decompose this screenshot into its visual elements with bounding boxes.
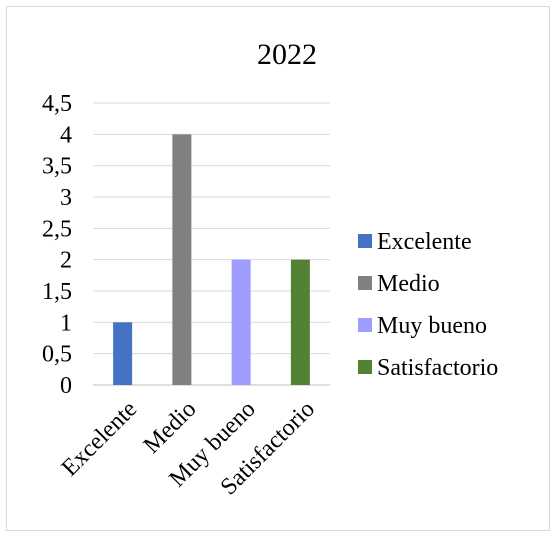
legend-label: Excelente — [377, 229, 472, 255]
y-tick-label: 2 — [60, 248, 72, 274]
y-tick-label: 4,5 — [42, 91, 72, 117]
legend-swatch — [358, 276, 372, 290]
y-tick-label: 1 — [60, 310, 72, 336]
y-tick-label: 2,5 — [42, 216, 72, 242]
y-tick-label: 4 — [60, 122, 72, 148]
legend-swatch — [358, 318, 372, 332]
y-tick-label: 3 — [60, 185, 72, 211]
grid-lines — [93, 102, 330, 386]
bars — [113, 134, 310, 385]
bar-medio — [172, 134, 192, 385]
y-tick-label: 1,5 — [42, 279, 72, 305]
legend-swatch — [358, 234, 372, 248]
legend-label: Muy bueno — [377, 313, 487, 339]
legend: Excelente Medio Muy bueno Satisfactorio — [358, 229, 498, 381]
chart-frame — [6, 6, 550, 531]
legend-swatch — [358, 360, 372, 374]
legend-label: Satisfactorio — [377, 355, 498, 381]
legend-label: Medio — [377, 271, 440, 297]
y-tick-label: 0 — [60, 373, 72, 399]
bar-excelente — [113, 322, 133, 385]
bar-satisfactorio — [290, 259, 310, 385]
bar-muy-bueno — [231, 259, 251, 385]
y-tick-label: 0,5 — [42, 342, 72, 368]
chart-title: 2022 — [257, 38, 317, 71]
y-tick-label: 3,5 — [42, 154, 72, 180]
x-tick-label: Excelente — [57, 396, 142, 481]
y-axis-ticks: 0 0,5 1 1,5 2 2,5 3 3,5 4 4,5 — [42, 91, 72, 399]
